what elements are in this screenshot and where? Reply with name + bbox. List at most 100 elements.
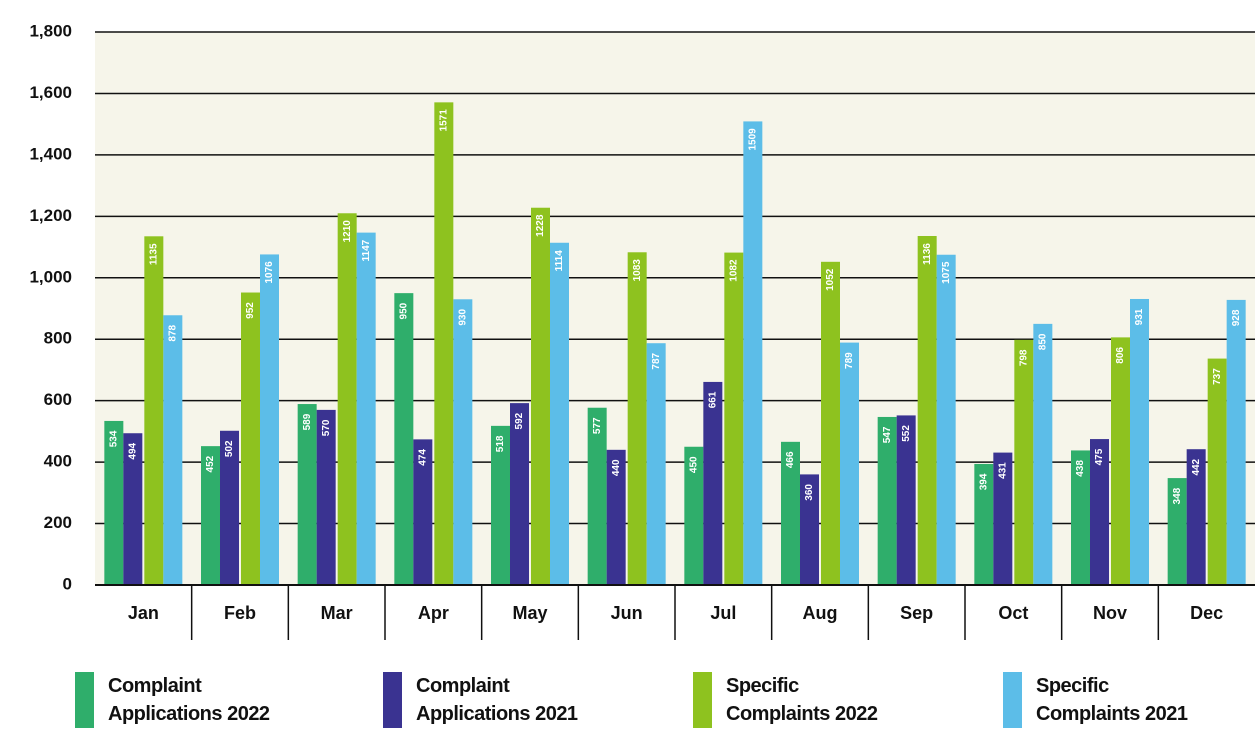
value-label: 1076 bbox=[264, 261, 275, 284]
y-tick-label: 1,000 bbox=[29, 267, 72, 286]
value-label: 952 bbox=[245, 302, 256, 319]
bar bbox=[1014, 339, 1034, 585]
value-label: 798 bbox=[1018, 349, 1029, 366]
bar bbox=[800, 474, 819, 585]
legend-label: Complaint Applications 2021 bbox=[416, 675, 578, 725]
bar bbox=[646, 343, 666, 585]
x-tick-label: Aug bbox=[803, 603, 838, 623]
plot-background bbox=[95, 32, 1255, 585]
bar bbox=[201, 446, 220, 585]
value-label: 931 bbox=[1134, 308, 1145, 325]
value-label: 394 bbox=[978, 473, 989, 490]
chart: 0 200 400 600 800 1,000 1,200 1,400 1,600 1,800 53… bbox=[29, 21, 1255, 640]
bar bbox=[413, 439, 433, 585]
bar bbox=[297, 404, 317, 585]
x-tick-label: May bbox=[512, 603, 547, 623]
value-label: 1136 bbox=[922, 243, 933, 265]
legend-swatch bbox=[1003, 672, 1022, 728]
y-tick-label: 800 bbox=[44, 329, 72, 348]
value-label: 475 bbox=[1094, 448, 1105, 465]
bar bbox=[606, 449, 626, 585]
x-tick-label: Jul bbox=[710, 603, 736, 623]
bar bbox=[1090, 439, 1109, 585]
x-tick-label: Dec bbox=[1190, 603, 1223, 623]
value-label: 502 bbox=[224, 440, 235, 457]
bar bbox=[993, 452, 1013, 585]
legend-label: Complaint Applications 2022 bbox=[108, 675, 270, 725]
legend-label: Specific Complaints 2021 bbox=[1036, 675, 1188, 725]
bar bbox=[531, 207, 550, 585]
value-label: 442 bbox=[1191, 458, 1202, 475]
value-label: 1228 bbox=[535, 214, 546, 237]
y-tick-label: 1,800 bbox=[29, 21, 72, 40]
bar bbox=[743, 121, 763, 585]
value-label: 787 bbox=[651, 352, 662, 369]
y-tick-label: 1,200 bbox=[29, 206, 72, 225]
bar bbox=[587, 407, 607, 585]
value-label: 438 bbox=[1075, 460, 1086, 477]
value-label: 577 bbox=[592, 417, 603, 434]
bar bbox=[896, 415, 916, 585]
y-tick-label: 1,600 bbox=[29, 83, 72, 102]
x-tick-label: Sep bbox=[900, 603, 933, 623]
x-tick-label: Apr bbox=[418, 603, 449, 623]
y-tick-label: 1,400 bbox=[29, 144, 72, 163]
bar bbox=[703, 381, 723, 585]
x-tick-label: Nov bbox=[1093, 603, 1127, 623]
value-label: 348 bbox=[1172, 487, 1183, 504]
bar bbox=[434, 102, 454, 586]
value-label: 950 bbox=[398, 302, 409, 319]
value-label: 878 bbox=[167, 324, 178, 341]
legend-label: Specific Complaints 2022 bbox=[726, 675, 878, 725]
bar bbox=[1111, 337, 1130, 585]
value-label: 570 bbox=[321, 419, 332, 436]
value-label: 1571 bbox=[438, 109, 449, 132]
bar bbox=[241, 292, 260, 585]
y-tick-label: 400 bbox=[44, 452, 72, 471]
value-label: 431 bbox=[997, 462, 1008, 479]
bar bbox=[1207, 358, 1227, 585]
value-label: 1114 bbox=[554, 250, 565, 272]
value-label: 474 bbox=[417, 449, 428, 466]
bar bbox=[917, 235, 937, 586]
bar bbox=[821, 261, 840, 585]
legend-item: Specific Complaints 2022 bbox=[693, 672, 906, 728]
value-label: 1135 bbox=[148, 243, 159, 265]
value-label: 1052 bbox=[825, 268, 836, 291]
bar bbox=[337, 213, 357, 585]
y-tick-label: 200 bbox=[44, 513, 72, 532]
bar bbox=[684, 446, 704, 585]
bar bbox=[1033, 323, 1053, 585]
value-label: 518 bbox=[495, 435, 506, 452]
x-tick-label: Oct bbox=[998, 603, 1028, 623]
value-label: 450 bbox=[688, 456, 699, 473]
bar bbox=[1186, 449, 1206, 585]
value-label: 589 bbox=[302, 413, 313, 430]
value-label: 928 bbox=[1231, 309, 1242, 326]
bar bbox=[394, 293, 414, 585]
bar bbox=[550, 242, 569, 585]
x-tick-label: Jun bbox=[611, 603, 643, 623]
bar bbox=[840, 342, 859, 585]
bar bbox=[1226, 299, 1246, 585]
value-label: 1082 bbox=[728, 259, 739, 282]
value-label: 1210 bbox=[342, 220, 353, 243]
x-tick-label: Mar bbox=[321, 603, 353, 623]
value-label: 661 bbox=[707, 391, 718, 408]
value-label: 360 bbox=[804, 484, 815, 501]
x-tick-label: Jan bbox=[128, 603, 159, 623]
value-label: 547 bbox=[882, 426, 893, 443]
bar bbox=[974, 463, 994, 585]
value-label: 1075 bbox=[941, 261, 952, 284]
value-label: 592 bbox=[514, 412, 525, 429]
legend-swatch bbox=[383, 672, 402, 728]
value-label: 1509 bbox=[747, 128, 758, 151]
value-label: 452 bbox=[205, 455, 216, 472]
bar bbox=[491, 425, 510, 585]
value-label: 1147 bbox=[361, 239, 372, 261]
value-label: 552 bbox=[901, 425, 912, 442]
bar bbox=[356, 232, 376, 586]
value-label: 850 bbox=[1037, 333, 1048, 350]
bar bbox=[510, 403, 529, 585]
